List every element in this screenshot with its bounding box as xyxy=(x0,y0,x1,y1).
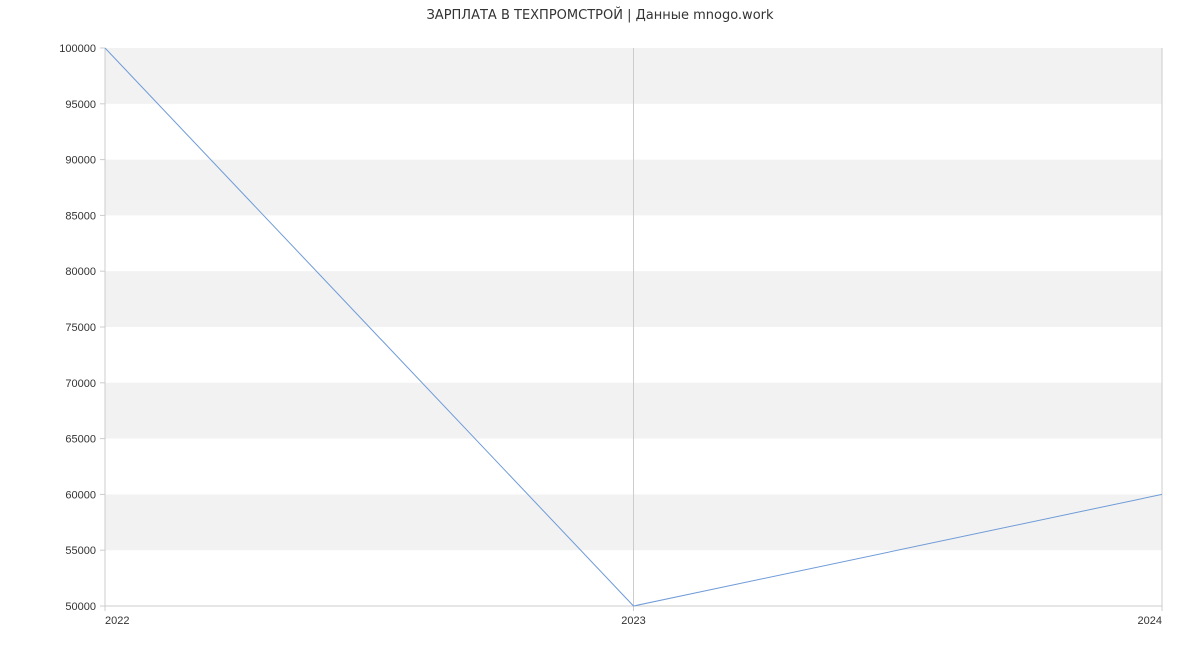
svg-text:2022: 2022 xyxy=(105,615,129,627)
svg-text:95000: 95000 xyxy=(65,99,96,111)
svg-text:75000: 75000 xyxy=(65,322,96,334)
svg-text:60000: 60000 xyxy=(65,489,96,501)
svg-text:2023: 2023 xyxy=(621,615,645,627)
salary-line-chart: ЗАРПЛАТА В ТЕХПРОМСТРОЙ | Данные mnogo.w… xyxy=(0,0,1200,650)
svg-text:85000: 85000 xyxy=(65,210,96,222)
svg-text:50000: 50000 xyxy=(65,601,96,613)
chart-title: ЗАРПЛАТА В ТЕХПРОМСТРОЙ | Данные mnogo.w… xyxy=(0,8,1200,23)
svg-text:2024: 2024 xyxy=(1138,615,1162,627)
chart-canvas: 50000 55000 60000 65000 70000 75000 80000 85000… xyxy=(0,0,1200,650)
svg-text:55000: 55000 xyxy=(65,545,96,557)
svg-text:80000: 80000 xyxy=(65,266,96,278)
svg-text:65000: 65000 xyxy=(65,434,96,446)
svg-text:70000: 70000 xyxy=(65,378,96,390)
svg-text:100000: 100000 xyxy=(59,43,96,55)
svg-text:90000: 90000 xyxy=(65,155,96,167)
